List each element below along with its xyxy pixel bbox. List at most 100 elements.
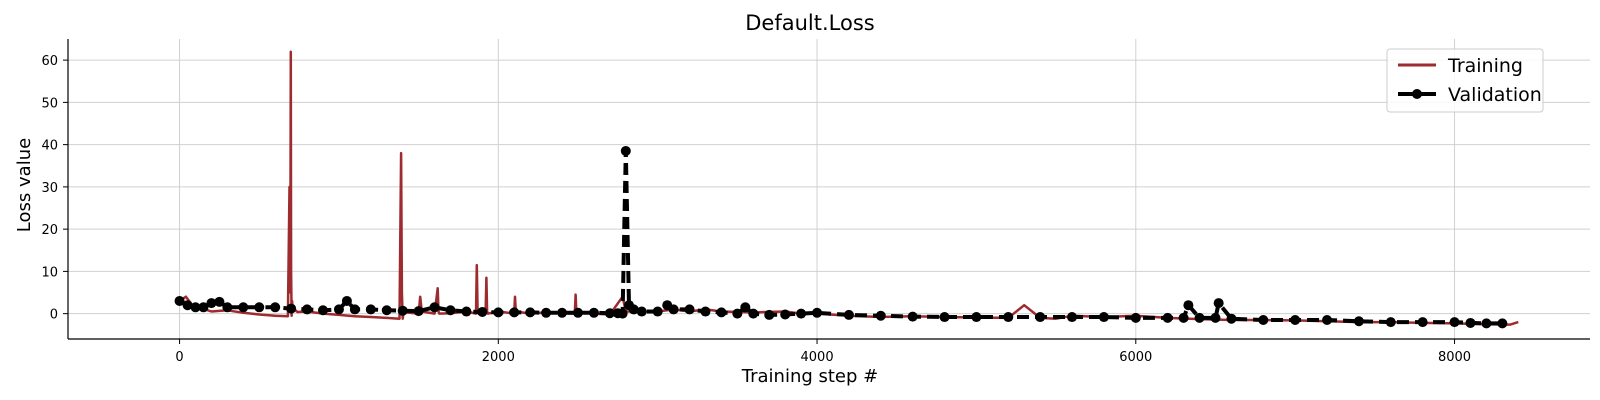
legend-training-label: Training bbox=[1447, 55, 1523, 77]
y-tick-label: 50 bbox=[41, 96, 58, 111]
x-axis-label: Training step # bbox=[741, 366, 879, 387]
validation-point bbox=[413, 306, 424, 317]
validation-point bbox=[182, 300, 193, 311]
validation-point bbox=[461, 306, 472, 317]
validation-point bbox=[349, 304, 360, 315]
validation-point bbox=[1067, 312, 1078, 323]
validation-point bbox=[198, 302, 209, 313]
validation-point bbox=[1465, 317, 1476, 328]
validation-point bbox=[557, 307, 568, 318]
y-tick-label: 30 bbox=[41, 181, 58, 196]
validation-point bbox=[270, 302, 281, 313]
y-tick-label: 20 bbox=[41, 223, 58, 238]
validation-point bbox=[1385, 317, 1396, 328]
validation-series-line bbox=[178, 149, 1503, 326]
validation-point bbox=[1290, 314, 1301, 325]
validation-point bbox=[1178, 312, 1189, 323]
series-layer bbox=[174, 50, 1519, 329]
validation-point bbox=[1130, 312, 1141, 323]
validation-point bbox=[748, 308, 759, 319]
validation-point bbox=[1497, 318, 1508, 329]
validation-point bbox=[572, 307, 583, 318]
validation-point bbox=[668, 304, 679, 315]
validation-point bbox=[617, 308, 628, 319]
validation-point bbox=[381, 305, 392, 316]
validation-point bbox=[1417, 317, 1428, 328]
y-axis-label: Loss value bbox=[14, 138, 35, 232]
legend-validation-label: Validation bbox=[1448, 84, 1542, 106]
validation-point bbox=[254, 302, 265, 313]
validation-point bbox=[1003, 312, 1014, 323]
validation-point bbox=[604, 308, 615, 319]
validation-point bbox=[1213, 298, 1224, 309]
validation-point bbox=[843, 309, 854, 320]
validation-point bbox=[1258, 314, 1269, 325]
validation-point bbox=[317, 305, 328, 316]
validation-point bbox=[1353, 316, 1364, 327]
chart-title: Default.Loss bbox=[745, 11, 874, 35]
x-tick-label: 6000 bbox=[1119, 350, 1152, 365]
validation-point bbox=[740, 302, 751, 313]
validation-point bbox=[1035, 312, 1046, 323]
grid bbox=[68, 39, 1590, 339]
validation-point bbox=[429, 302, 440, 313]
validation-point bbox=[1481, 318, 1492, 329]
validation-point bbox=[477, 306, 488, 317]
validation-point bbox=[1210, 312, 1221, 323]
x-tick-label: 2000 bbox=[482, 350, 515, 365]
y-tick-label: 40 bbox=[41, 139, 58, 154]
validation-point bbox=[780, 309, 791, 320]
validation-point bbox=[174, 295, 185, 306]
y-tick-label: 60 bbox=[41, 54, 58, 69]
validation-point bbox=[1162, 312, 1173, 323]
validation-point bbox=[525, 307, 536, 318]
validation-point bbox=[1183, 300, 1194, 311]
validation-point bbox=[222, 302, 233, 313]
validation-point bbox=[700, 306, 711, 317]
legend-validation-marker bbox=[1412, 89, 1422, 99]
validation-point bbox=[365, 304, 376, 315]
validation-point bbox=[1449, 317, 1460, 328]
validation-point bbox=[636, 306, 647, 317]
validation-point bbox=[341, 295, 352, 306]
x-tick-label: 8000 bbox=[1438, 350, 1471, 365]
validation-point bbox=[214, 296, 225, 307]
validation-point bbox=[764, 309, 775, 320]
validation-point bbox=[684, 304, 695, 315]
validation-point bbox=[588, 307, 599, 318]
validation-point bbox=[652, 306, 663, 317]
y-tick-label: 0 bbox=[50, 308, 58, 323]
validation-point bbox=[190, 302, 201, 313]
validation-point bbox=[971, 312, 982, 323]
legend: Training Validation bbox=[1386, 48, 1544, 113]
validation-point bbox=[333, 304, 344, 315]
x-tick-label: 4000 bbox=[801, 350, 834, 365]
validation-point bbox=[620, 145, 631, 156]
validation-point bbox=[628, 304, 639, 315]
validation-point bbox=[1194, 312, 1205, 323]
x-tick-label: 0 bbox=[175, 350, 183, 365]
validation-point bbox=[907, 311, 918, 322]
validation-point bbox=[796, 308, 807, 319]
validation-point bbox=[541, 307, 552, 318]
validation-point bbox=[716, 307, 727, 318]
training-series-line bbox=[178, 50, 1519, 326]
validation-point bbox=[1226, 313, 1237, 324]
validation-point bbox=[206, 298, 217, 309]
validation-point bbox=[509, 307, 520, 318]
validation-point bbox=[445, 305, 456, 316]
validation-point bbox=[732, 308, 743, 319]
ticks: 0 2000 4000 6000 8000 0 10 20 30 40 50 60 bbox=[41, 54, 1471, 365]
validation-point bbox=[493, 307, 504, 318]
validation-point bbox=[939, 312, 950, 323]
validation-point bbox=[397, 305, 408, 316]
validation-point bbox=[875, 310, 886, 321]
validation-point bbox=[812, 307, 823, 318]
y-tick-label: 10 bbox=[41, 265, 58, 280]
validation-point bbox=[238, 302, 249, 313]
axes bbox=[67, 39, 1590, 340]
validation-point bbox=[1322, 314, 1333, 325]
validation-point bbox=[1098, 312, 1109, 323]
validation-point bbox=[302, 304, 313, 315]
